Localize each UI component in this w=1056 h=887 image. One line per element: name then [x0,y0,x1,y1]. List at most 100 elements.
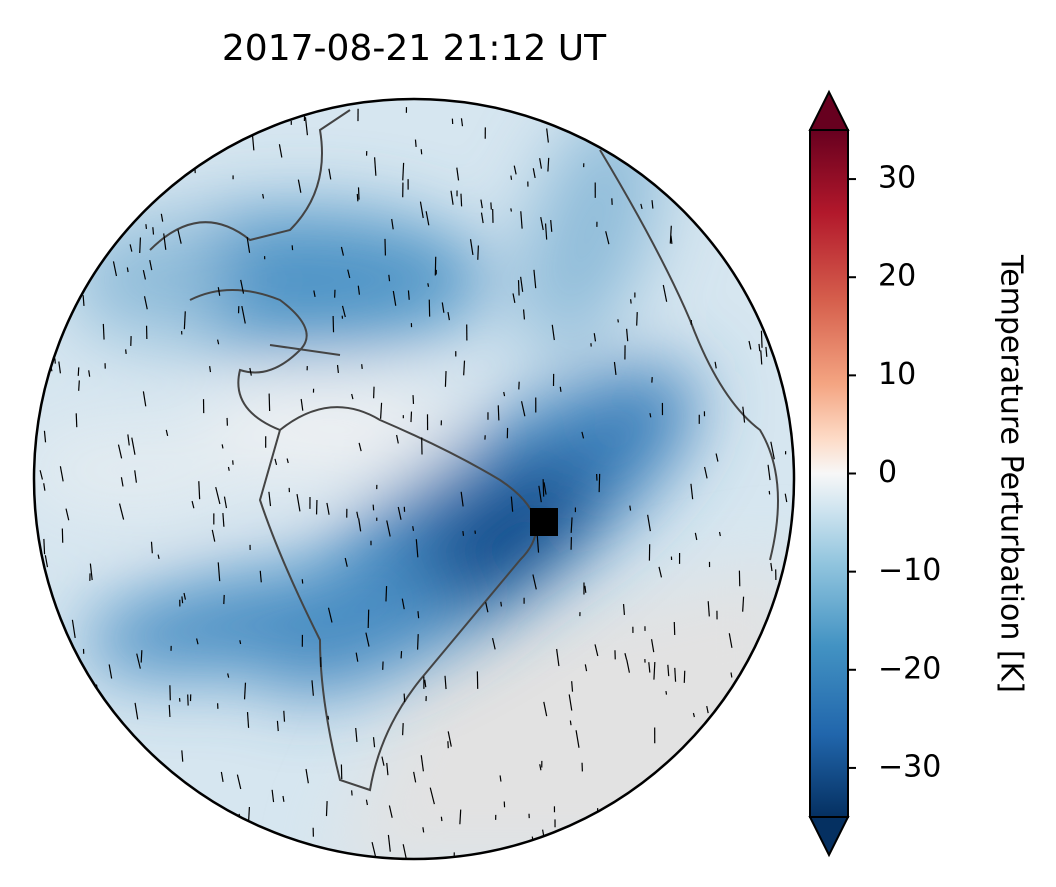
wind-dash [160,213,164,222]
colorbar-tick-label: 0 [878,455,897,490]
wind-dash [651,200,654,209]
wind-dash [140,650,143,663]
wind-dash [550,220,553,232]
wind-dash [778,349,781,354]
wind-dash [356,193,359,202]
wind-dash [485,602,489,613]
wind-dash [463,360,466,376]
wind-dash [594,644,599,657]
wind-dash [108,664,113,679]
wind-dash [63,269,69,286]
wind-dash [667,664,670,677]
wind-dash [778,316,781,322]
wind-dash [305,768,309,784]
wind-dash [43,483,46,491]
wind-dash [102,323,105,340]
wind-dash [387,834,391,852]
wind-dash [768,743,771,749]
wind-dash [712,135,717,149]
colorbar-label: Temperature Perturbation [K] [994,254,1029,693]
wind-dash [674,667,677,682]
wind-dash [145,224,148,230]
wind-dash [420,149,423,155]
wind-dash [251,135,255,151]
wind-dash [49,286,52,292]
wind-dash [619,119,622,129]
wind-dash [177,229,182,244]
wind-dash [143,296,148,310]
wind-dash [82,295,85,307]
wind-dash [220,771,224,783]
wind-dash [544,102,548,113]
wind-dash [168,704,171,718]
wind-dash [108,156,114,172]
wind-dash [593,333,597,342]
wind-dash [126,267,129,273]
wind-dash [209,366,212,373]
wind-dash [69,131,73,150]
wind-dash [517,280,520,296]
wind-dash [759,700,764,713]
wind-dash [650,639,655,653]
wind-dash [355,727,358,742]
wind-dash [54,335,58,348]
wind-dash [391,218,394,230]
wind-dash [402,162,405,181]
wind-dash [759,779,762,793]
wind-dash [157,554,160,560]
wind-dash [692,712,695,718]
wind-dash [536,534,540,553]
wind-dash [767,464,771,481]
wind-dash [499,775,502,782]
wind-dash [125,349,127,354]
wind-dash [447,731,452,747]
wind-dash [584,664,588,672]
wind-dash [347,269,351,279]
wind-dash [355,652,359,662]
wind-dash [241,305,246,324]
wind-dash [117,444,123,459]
wind-dash [227,466,230,471]
wind-dash [613,361,617,375]
wind-dash [198,481,201,500]
colorbar-tick-label: −20 [878,651,941,686]
wind-dash [760,350,763,365]
wind-dash [71,619,76,639]
wind-dash [598,473,601,493]
wind-dash [626,659,630,673]
wind-dash [101,209,104,215]
wind-dash [89,144,92,154]
wind-dash [761,674,764,680]
wind-dash [715,122,718,130]
wind-dash [748,340,752,350]
wind-dash [581,431,585,439]
wind-dash [584,585,587,593]
wind-dash [168,848,172,859]
wind-dash [172,138,175,157]
wind-dash [775,778,778,786]
wind-dash [379,402,383,419]
wind-dash [630,299,632,304]
wind-dash [401,598,405,610]
wind-dash [118,503,125,520]
wind-dash [82,252,86,258]
wind-dash [795,123,796,139]
wind-dash [222,513,225,527]
wind-dash [773,706,778,725]
wind-dash [575,730,580,748]
wind-dash [396,434,399,444]
wind-dash [120,477,124,487]
wind-dash [191,500,195,509]
wind-dash [274,458,278,466]
wind-dash [770,562,773,572]
wind-dash [297,179,302,193]
wind-dash [690,483,694,500]
wind-dash [165,429,169,436]
wind-dash [154,125,157,137]
wind-dash [286,458,289,464]
wind-dash [669,225,672,244]
wind-dash [248,806,251,821]
wind-dash [112,261,118,277]
wind-dash [653,661,656,680]
colorbar-extend-top [808,89,850,131]
